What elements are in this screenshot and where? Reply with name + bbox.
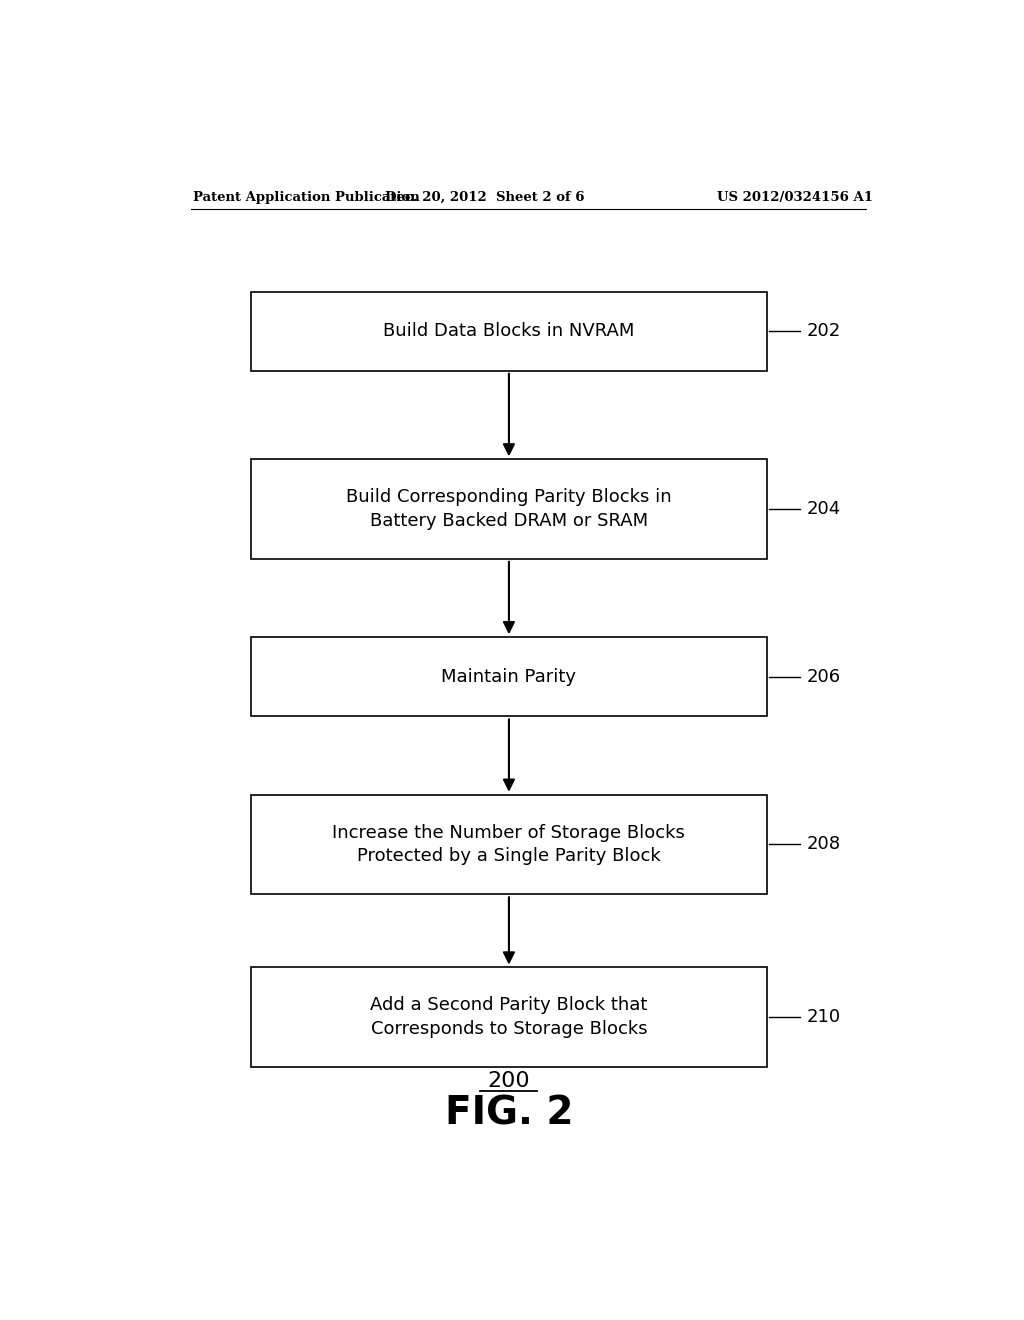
Text: FIG. 2: FIG. 2 (444, 1094, 573, 1133)
Text: Add a Second Parity Block that
Corresponds to Storage Blocks: Add a Second Parity Block that Correspon… (371, 997, 647, 1038)
Text: 200: 200 (487, 1072, 530, 1092)
Text: 206: 206 (807, 668, 841, 686)
Text: 208: 208 (807, 836, 841, 854)
Text: Increase the Number of Storage Blocks
Protected by a Single Parity Block: Increase the Number of Storage Blocks Pr… (333, 824, 685, 866)
Text: Dec. 20, 2012  Sheet 2 of 6: Dec. 20, 2012 Sheet 2 of 6 (385, 190, 585, 203)
Bar (251, 459, 767, 558)
Text: Build Data Blocks in NVRAM: Build Data Blocks in NVRAM (383, 322, 635, 341)
Text: 202: 202 (807, 322, 841, 341)
Text: Maintain Parity: Maintain Parity (441, 668, 577, 686)
Bar (251, 795, 767, 894)
Bar (251, 638, 767, 717)
Text: 210: 210 (807, 1008, 841, 1026)
Text: Build Corresponding Parity Blocks in
Battery Backed DRAM or SRAM: Build Corresponding Parity Blocks in Bat… (346, 488, 672, 529)
Text: US 2012/0324156 A1: US 2012/0324156 A1 (717, 190, 872, 203)
Bar (251, 968, 767, 1067)
Text: 204: 204 (807, 500, 841, 517)
Text: Patent Application Publication: Patent Application Publication (194, 190, 420, 203)
Bar (251, 292, 767, 371)
